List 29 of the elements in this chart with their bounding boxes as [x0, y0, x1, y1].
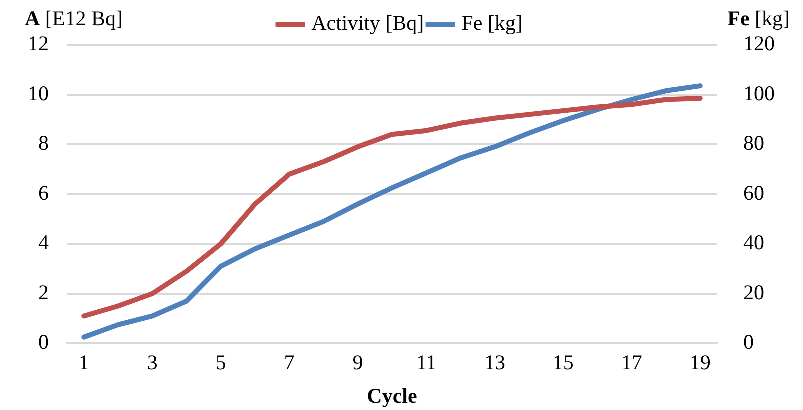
x-tick-label: 3 — [147, 350, 158, 375]
y-tick-label: 12 — [28, 32, 49, 56]
y-tick-label: 0 — [38, 330, 49, 354]
y2-tick-label: 80 — [744, 131, 764, 156]
y-tick-label: 6 — [38, 180, 49, 205]
x-tick-label: 9 — [352, 350, 364, 375]
y2-tick-label: 100 — [744, 81, 775, 106]
legend-label: Fe [kg] — [462, 11, 523, 36]
x-tick-label: 19 — [690, 350, 711, 375]
x-tick-label: 1 — [78, 350, 90, 375]
y2-tick-label: 20 — [744, 280, 764, 304]
y-tick-label: 4 — [38, 230, 50, 255]
x-tick-label: 17 — [621, 350, 642, 375]
x-tick-label: 15 — [552, 350, 574, 375]
legend-label: Activity [Bq] — [312, 11, 424, 36]
x-tick-label: 7 — [284, 350, 295, 375]
y2-tick-label: 40 — [744, 230, 764, 255]
y-tick-label: 10 — [28, 81, 49, 106]
x-tick-label: 13 — [484, 350, 506, 375]
y2-tick-label: 0 — [744, 330, 754, 354]
y-tick-label: 8 — [38, 131, 49, 156]
x-tick-label: 11 — [416, 350, 437, 375]
x-axis-title: Cycle — [367, 384, 418, 408]
y2-tick-label: 60 — [744, 180, 764, 205]
y-axis-title: A [E12 Bq] — [25, 6, 123, 31]
y2-tick-label: 120 — [744, 32, 775, 56]
y2-axis-title: Fe [kg] — [728, 6, 790, 31]
x-tick-label: 5 — [216, 350, 226, 375]
y-tick-label: 2 — [38, 280, 49, 304]
